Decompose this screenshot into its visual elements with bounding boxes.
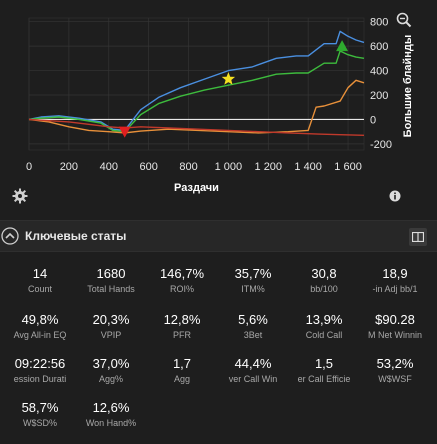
- y-tick-label: 0: [370, 114, 376, 126]
- stat-label: PFR: [173, 330, 191, 340]
- zoom-icon[interactable]: [395, 11, 413, 29]
- y-tick-label: 600: [370, 41, 388, 53]
- stat-label: -in Adj bb/1: [372, 284, 418, 294]
- x-tick-label: 400: [100, 161, 118, 173]
- stat-cell: 53,2% W$WSF: [363, 356, 427, 385]
- stat-cell: 1,5 er Call Efficie: [292, 356, 356, 385]
- stat-label: Count: [27, 284, 53, 294]
- section-title: Ключевые статы: [25, 229, 127, 243]
- stat-value: $90.28: [375, 312, 415, 327]
- columns-icon[interactable]: [409, 228, 427, 246]
- key-stats-header: Ключевые статы: [0, 220, 437, 252]
- stat-value: 09:22:56: [14, 356, 66, 371]
- stat-label: Avg All-in EQ: [13, 330, 67, 340]
- stat-cell: 12,6% Won Hand%: [79, 400, 143, 429]
- stat-label: er Call Efficie: [297, 374, 351, 384]
- x-tick-label: 800: [179, 161, 197, 173]
- stat-value: 146,7%: [159, 266, 205, 281]
- y-tick-label: 200: [370, 90, 388, 102]
- x-tick-label: 1 000: [215, 161, 243, 173]
- stat-value: 20,3%: [92, 312, 130, 327]
- stat-cell: 37,0% Agg%: [79, 356, 143, 385]
- stat-cell: 35,7% ITM%: [221, 266, 285, 295]
- stat-cell: 146,7% ROI%: [150, 266, 214, 295]
- y-tick-label: 400: [370, 66, 388, 78]
- stat-cell: 44,4% ver Call Win: [221, 356, 285, 385]
- stat-cell: 09:22:56 ession Durati: [8, 356, 72, 385]
- stat-label: ITM%: [241, 284, 265, 294]
- stat-value: 18,9: [382, 266, 408, 281]
- graph-panel: 0 200 400 600 800 1 000 1 200 1 400 1 600 800 600 4…: [0, 0, 437, 214]
- min-marker: [118, 126, 131, 138]
- stat-cell: 58,7% W$SD%: [8, 400, 72, 429]
- stat-label: Won Hand%: [85, 418, 137, 428]
- y-tick-label: -200: [370, 139, 392, 151]
- series-line-0: [28, 30, 365, 132]
- info-icon[interactable]: [388, 189, 402, 203]
- max-marker: [336, 40, 349, 52]
- stat-value: 44,4%: [234, 356, 272, 371]
- stat-value: 37,0%: [92, 356, 130, 371]
- x-tick-label: 600: [139, 161, 157, 173]
- stat-cell: 1,7 Agg: [150, 356, 214, 385]
- series-line-1: [28, 50, 365, 133]
- stat-cell: 30,8 bb/100: [292, 266, 356, 295]
- x-tick-label: 200: [60, 161, 78, 173]
- x-tick-label: 1 200: [255, 161, 283, 173]
- stat-label: Agg%: [98, 374, 124, 384]
- stat-label: W$WSF: [378, 374, 412, 384]
- stat-label: Total Hands: [87, 284, 135, 294]
- stat-cell: 13,9% Cold Call: [292, 312, 356, 341]
- stat-value: 53,2%: [376, 356, 414, 371]
- stat-label: 3Bet: [243, 330, 263, 340]
- x-axis-label: Раздачи: [174, 182, 219, 194]
- stat-value: 12,6%: [92, 400, 130, 415]
- stat-value: 58,7%: [21, 400, 59, 415]
- stat-value: 12,8%: [163, 312, 201, 327]
- stat-cell: 12,8% PFR: [150, 312, 214, 341]
- stat-label: Cold Call: [305, 330, 343, 340]
- stat-cell: 5,6% 3Bet: [221, 312, 285, 341]
- stat-value: 5,6%: [238, 312, 268, 327]
- stat-label: W$SD%: [22, 418, 57, 428]
- stat-label: bb/100: [310, 284, 338, 294]
- stat-cell: 49,8% Avg All-in EQ: [8, 312, 72, 341]
- stat-value: 49,8%: [21, 312, 59, 327]
- stat-cell: 1680 Total Hands: [79, 266, 143, 295]
- stat-cell: 20,3% VPIP: [79, 312, 143, 341]
- stat-value: 1,5: [314, 356, 334, 371]
- gear-icon[interactable]: [11, 187, 29, 205]
- x-tick-label: 1 600: [334, 161, 362, 173]
- chevron-up-icon[interactable]: [1, 227, 19, 245]
- results-chart: 0 200 400 600 800 1 000 1 200 1 400 1 600 800 600 4…: [26, 17, 414, 194]
- stat-label: M Net Winnin: [367, 330, 422, 340]
- stat-value: 13,9%: [305, 312, 343, 327]
- stat-label: ver Call Win: [228, 374, 278, 384]
- x-tick-label: 0: [26, 161, 32, 173]
- stat-value: 1,7: [172, 356, 192, 371]
- stat-cell: 18,9 -in Adj bb/1: [363, 266, 427, 295]
- x-tick-label: 1 400: [294, 161, 322, 173]
- stat-label: ROI%: [169, 284, 194, 294]
- stat-label: VPIP: [100, 330, 122, 340]
- stat-value: 35,7%: [234, 266, 272, 281]
- y-tick-label: 800: [370, 17, 388, 29]
- stat-value: 30,8: [311, 266, 337, 281]
- stat-value: 1680: [96, 266, 126, 281]
- series-line-2: [28, 79, 365, 134]
- stat-cell: 14 Count: [8, 266, 72, 295]
- stat-label: ession Durati: [13, 374, 67, 384]
- y-axis-label: Большие блайнды: [402, 35, 414, 138]
- stat-cell: $90.28 M Net Winnin: [363, 312, 427, 341]
- star-marker: [221, 72, 236, 85]
- stat-value: 14: [32, 266, 48, 281]
- series-line-3: [28, 118, 365, 136]
- stat-label: Agg: [173, 374, 190, 384]
